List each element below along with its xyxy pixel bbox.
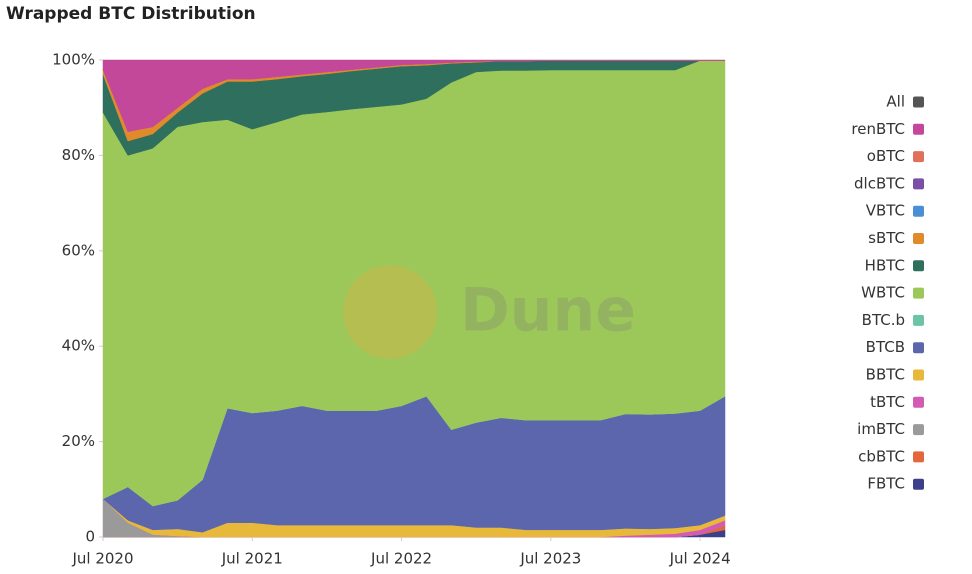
legend-swatch [913,151,924,163]
x-tick-label: Jul 2021 [221,550,283,568]
area [102,59,726,132]
x-tick-label: Jul 2022 [370,550,432,568]
legend-label: renBTC [851,120,905,138]
legend-swatch [913,342,924,354]
y-tick-label: 80% [62,146,95,164]
watermark: Dune [460,276,636,346]
x-tick-label: Jul 2023 [519,550,581,568]
y-tick-label: 100% [52,51,95,69]
legend-swatch [913,178,924,190]
legend-swatch [913,369,924,381]
legend-label: BTC.b [862,311,905,329]
y-tick-label: 60% [62,241,95,259]
legend-label: oBTC [867,147,905,165]
legend-swatch [913,314,924,326]
legend-swatch [913,205,924,217]
legend-swatch [913,478,924,490]
legend-swatch [913,96,924,108]
legend-swatch [913,451,924,463]
legend-label: tBTC [870,393,905,411]
legend-label: cbBTC [858,447,905,465]
legend-swatch [913,233,924,244]
y-tick-label: 20% [62,432,95,450]
legend-label: All [886,93,905,111]
legend-swatch [913,424,924,436]
legend-label: HBTC [865,256,905,274]
legend-swatch [913,287,924,299]
legend-label: BBTC [866,366,905,384]
legend-swatch [913,260,924,272]
legend-label: FBTC [867,475,905,493]
x-tick-label: Jul 2024 [669,550,731,568]
legend-label: dlcBTC [854,174,905,192]
legend-label: sBTC [868,229,905,247]
legend-label: imBTC [857,420,905,438]
legend-label: BTCB [866,338,905,356]
y-tick-label: 40% [62,337,95,355]
legend-label: WBTC [861,284,905,302]
watermark-logo [343,265,437,359]
chart-title: Wrapped BTC Distribution [6,4,256,24]
legend-swatch [913,123,924,135]
x-tick-label: Jul 2020 [71,550,133,568]
legend-swatch [913,396,924,408]
y-tick-label: 0 [85,528,95,546]
legend-label: VBTC [866,202,905,220]
